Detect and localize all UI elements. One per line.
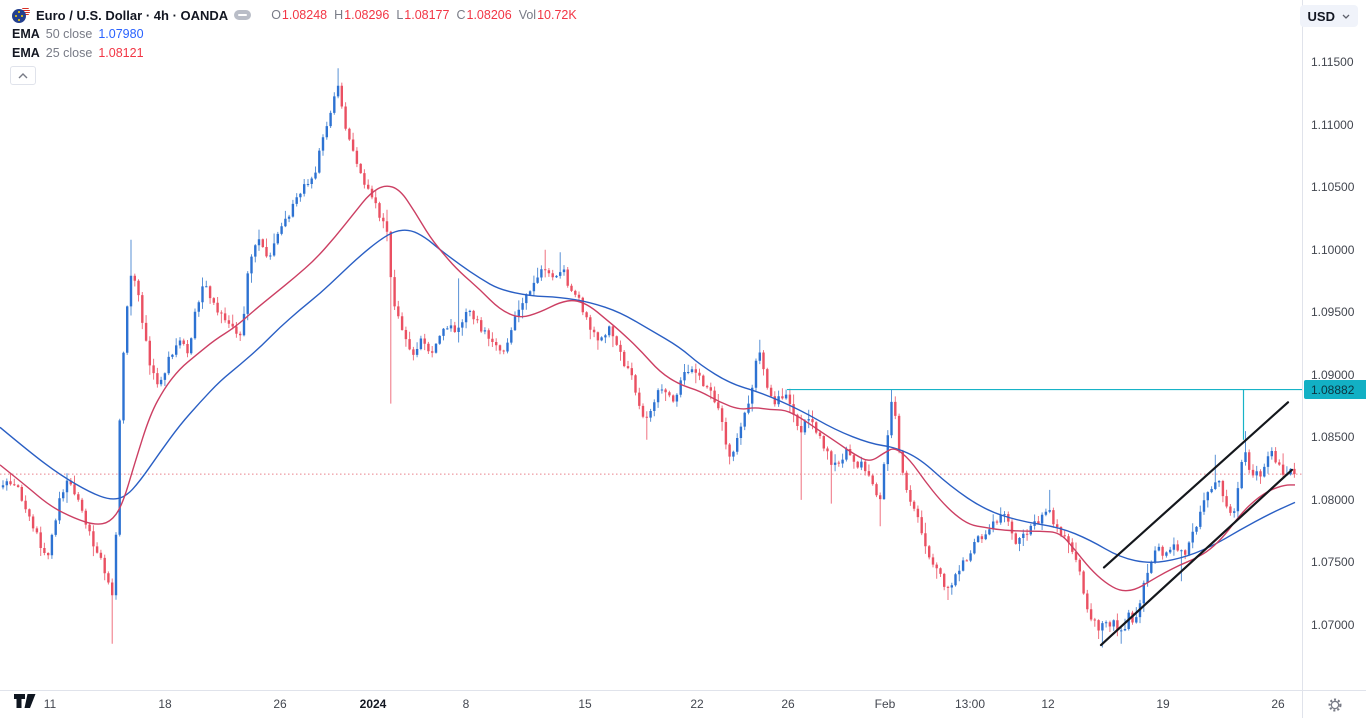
interval-label: 4h bbox=[153, 7, 169, 23]
ema25-line bbox=[0, 185, 1295, 592]
time-tick: Feb bbox=[874, 697, 896, 711]
price-tick: 1.10000 bbox=[1311, 242, 1355, 257]
chevron-up-icon bbox=[18, 72, 28, 78]
ohlc-open: O1.08248 bbox=[271, 8, 328, 22]
eur-flag-icon bbox=[12, 9, 26, 23]
price-axis-separator bbox=[1302, 0, 1303, 718]
axis-settings-button[interactable] bbox=[1303, 691, 1366, 718]
symbol-title[interactable]: Euro / U.S. Dollar · 4h · OANDA bbox=[36, 7, 229, 23]
ohlc-row: O1.08248 H1.08296 L1.08177 C1.08206 Vol1… bbox=[271, 8, 577, 22]
ema50-row[interactable]: EMA 50 close 1.07980 bbox=[12, 25, 577, 43]
time-tick: 22 bbox=[690, 697, 704, 711]
price-tick: 1.08500 bbox=[1311, 430, 1355, 445]
time-tick: 8 bbox=[462, 697, 470, 711]
time-axis-separator bbox=[0, 690, 1366, 691]
ema50-line bbox=[0, 229, 1296, 563]
ohlc-high: H1.08296 bbox=[334, 8, 390, 22]
time-axis[interactable]: 11 18 26 2024 8 15 22 26 Feb 13:00 12 19 26 bbox=[0, 691, 1302, 718]
tradingview-logo-icon bbox=[14, 694, 36, 708]
ohlc-close: C1.08206 bbox=[456, 8, 512, 22]
price-axis[interactable]: 1.11500 1.11000 1.10500 1.10000 1.09500 1.090… bbox=[1303, 0, 1366, 690]
time-tick: 2024 bbox=[359, 697, 387, 711]
time-tick: 18 bbox=[158, 697, 172, 711]
time-tick: 11 bbox=[43, 697, 57, 711]
legend-panel: Euro / U.S. Dollar · 4h · OANDA O1.08248… bbox=[10, 6, 577, 85]
symbol-name: Euro / U.S. Dollar bbox=[36, 7, 143, 23]
time-tick: 26 bbox=[781, 697, 795, 711]
chevron-down-icon bbox=[1342, 14, 1350, 19]
ohlc-low: L1.08177 bbox=[396, 8, 450, 22]
ema50-params: 50 close bbox=[45, 27, 93, 41]
ray-price-label: 1.08882 bbox=[1304, 380, 1366, 400]
exchange-label: OANDA bbox=[180, 7, 229, 23]
price-tick: 1.10500 bbox=[1311, 180, 1355, 195]
gear-icon bbox=[1327, 697, 1342, 712]
time-tick: 13:00 bbox=[954, 697, 986, 711]
price-tick: 1.11500 bbox=[1311, 55, 1354, 69]
ema50-name: EMA bbox=[12, 27, 40, 41]
ema25-params: 25 close bbox=[45, 46, 93, 60]
ema25-value: 1.08121 bbox=[98, 46, 144, 60]
symbol-row[interactable]: Euro / U.S. Dollar · 4h · OANDA O1.08248… bbox=[12, 6, 577, 24]
ema25-row[interactable]: EMA 25 close 1.08121 bbox=[12, 44, 577, 62]
price-tick: 1.09500 bbox=[1311, 305, 1355, 320]
trendline-lower bbox=[1099, 468, 1294, 647]
price-tick: 1.07500 bbox=[1311, 555, 1355, 570]
chart-canvas[interactable] bbox=[0, 0, 1366, 690]
price-tick: 1.07000 bbox=[1311, 617, 1355, 632]
price-tick: 1.11000 bbox=[1311, 117, 1354, 132]
time-tick: 15 bbox=[578, 697, 592, 711]
time-tick: 26 bbox=[273, 697, 287, 711]
tradingview-logo[interactable] bbox=[13, 690, 43, 712]
price-tick: 1.08000 bbox=[1311, 492, 1355, 507]
market-status-icon[interactable] bbox=[234, 10, 252, 20]
legend-collapse-button[interactable] bbox=[10, 66, 36, 85]
time-tick: 19 bbox=[1156, 697, 1170, 711]
currency-dropdown-button[interactable]: USD bbox=[1299, 5, 1358, 27]
price-tick: 1.09000 bbox=[1311, 367, 1355, 382]
ohlc-volume: Vol10.72K bbox=[518, 8, 577, 22]
ema50-value: 1.07980 bbox=[98, 27, 144, 41]
time-tick: 12 bbox=[1041, 697, 1055, 711]
usd-flag-icon bbox=[21, 7, 30, 16]
ema25-name: EMA bbox=[12, 46, 40, 60]
eurusd-pair-icon bbox=[12, 7, 30, 23]
time-tick: 26 bbox=[1271, 697, 1285, 711]
currency-label: USD bbox=[1307, 8, 1335, 24]
trendline-upper bbox=[1102, 401, 1290, 569]
